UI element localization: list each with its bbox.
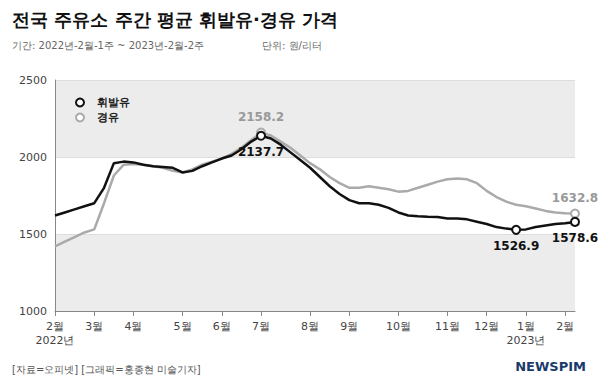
svg-text:1500: 1500 (19, 228, 47, 241)
svg-text:[자료=오피넷] [그래픽=홍종현 미술기자]: [자료=오피넷] [그래픽=홍종현 미술기자] (12, 364, 201, 375)
svg-text:1632.8: 1632.8 (552, 191, 598, 205)
svg-text:단위: 원/리터: 단위: 원/리터 (262, 40, 322, 51)
svg-text:2500: 2500 (19, 74, 47, 87)
svg-text:1월: 1월 (517, 320, 535, 333)
svg-text:8월: 8월 (301, 320, 319, 333)
svg-text:4월: 4월 (124, 320, 142, 333)
svg-text:기간: 2022년-2월-1주 ~ 2023년-2월-2주: 기간: 2022년-2월-1주 ~ 2023년-2월-2주 (12, 40, 204, 51)
svg-text:2137.7: 2137.7 (238, 145, 284, 159)
svg-text:2158.2: 2158.2 (238, 110, 284, 124)
svg-text:1000: 1000 (19, 305, 47, 318)
svg-text:9월: 9월 (340, 320, 358, 333)
svg-text:10월: 10월 (386, 320, 411, 333)
svg-text:2월: 2월 (556, 320, 574, 333)
svg-text:전국 주유소 주간 평균 휘발유·경유 가격: 전국 주유소 주간 평균 휘발유·경유 가격 (12, 9, 338, 30)
svg-text:6월: 6월 (213, 320, 231, 333)
svg-text:2000: 2000 (19, 151, 47, 164)
svg-text:1578.6: 1578.6 (552, 231, 598, 245)
svg-text:2022년: 2022년 (36, 334, 75, 347)
svg-text:1526.9: 1526.9 (493, 239, 539, 253)
svg-text:11월: 11월 (435, 320, 460, 333)
svg-text:NEWSPIM: NEWSPIM (515, 359, 586, 374)
svg-text:3월: 3월 (85, 320, 103, 333)
svg-text:2023년: 2023년 (506, 334, 545, 347)
svg-text:12월: 12월 (474, 320, 499, 333)
svg-text:경유: 경유 (97, 111, 119, 124)
svg-text:5월: 5월 (174, 320, 192, 333)
svg-text:2월: 2월 (46, 320, 64, 333)
svg-text:7월: 7월 (252, 320, 270, 333)
svg-text:휘발유: 휘발유 (97, 96, 130, 109)
